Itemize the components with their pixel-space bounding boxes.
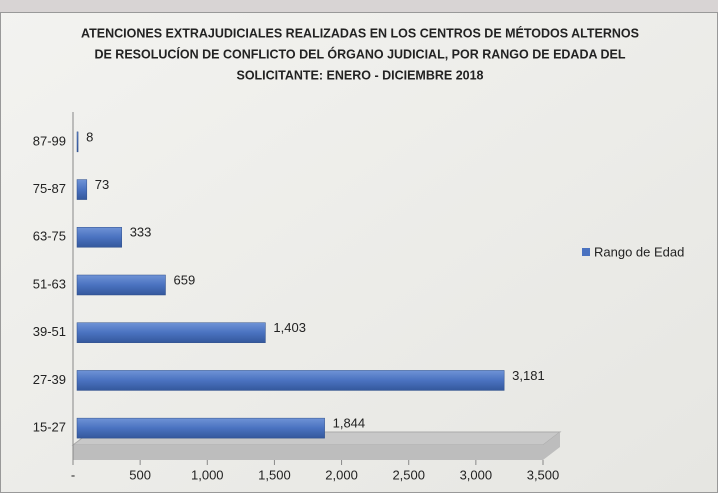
bar [76, 322, 266, 343]
bar [76, 179, 88, 200]
y-tick-label: 75-87 [33, 181, 66, 196]
value-label: 73 [95, 177, 109, 192]
x-tick-label: 1,500 [258, 467, 291, 482]
top-strip [0, 0, 718, 12]
x-tick-label: 3,500 [527, 467, 560, 482]
bar [76, 417, 325, 439]
bar [76, 370, 505, 391]
legend-label: Rango de Edad [594, 244, 684, 259]
bar [76, 274, 166, 296]
y-tick-label: 87-99 [33, 133, 66, 148]
x-tick-label: 2,500 [392, 467, 425, 482]
chart-title: SOLICITANTE: ENERO - DICIEMBRE 2018 [236, 68, 483, 82]
value-label: 333 [130, 225, 152, 240]
value-label: 1,403 [273, 320, 306, 335]
y-tick-label: 51-63 [33, 276, 66, 291]
x-tick-label: 3,000 [460, 467, 493, 482]
chart-title: ATENCIONES EXTRAJUDICIALES REALIZADAS EN… [81, 25, 639, 40]
bar [76, 227, 122, 248]
value-label: 1,844 [333, 416, 366, 431]
y-tick-label: 39-51 [33, 324, 66, 339]
value-label: 659 [173, 272, 195, 287]
y-tick-label: 63-75 [33, 229, 66, 244]
y-tick-label: 27-39 [33, 372, 66, 387]
value-label: 8 [86, 129, 93, 144]
bar [76, 131, 79, 153]
value-label: 3,181 [512, 368, 545, 383]
x-tick-label: - [71, 467, 75, 482]
x-tick-label: 1,000 [191, 467, 224, 482]
x-tick-label: 500 [129, 467, 151, 482]
y-tick-label: 15-27 [33, 420, 66, 435]
chart-title: DE RESOLUCÍON DE CONFLICTO DEL ÓRGANO JU… [94, 46, 625, 61]
legend-swatch [582, 248, 590, 256]
x-tick-label: 2,000 [325, 467, 358, 482]
floor-edge [73, 432, 560, 460]
